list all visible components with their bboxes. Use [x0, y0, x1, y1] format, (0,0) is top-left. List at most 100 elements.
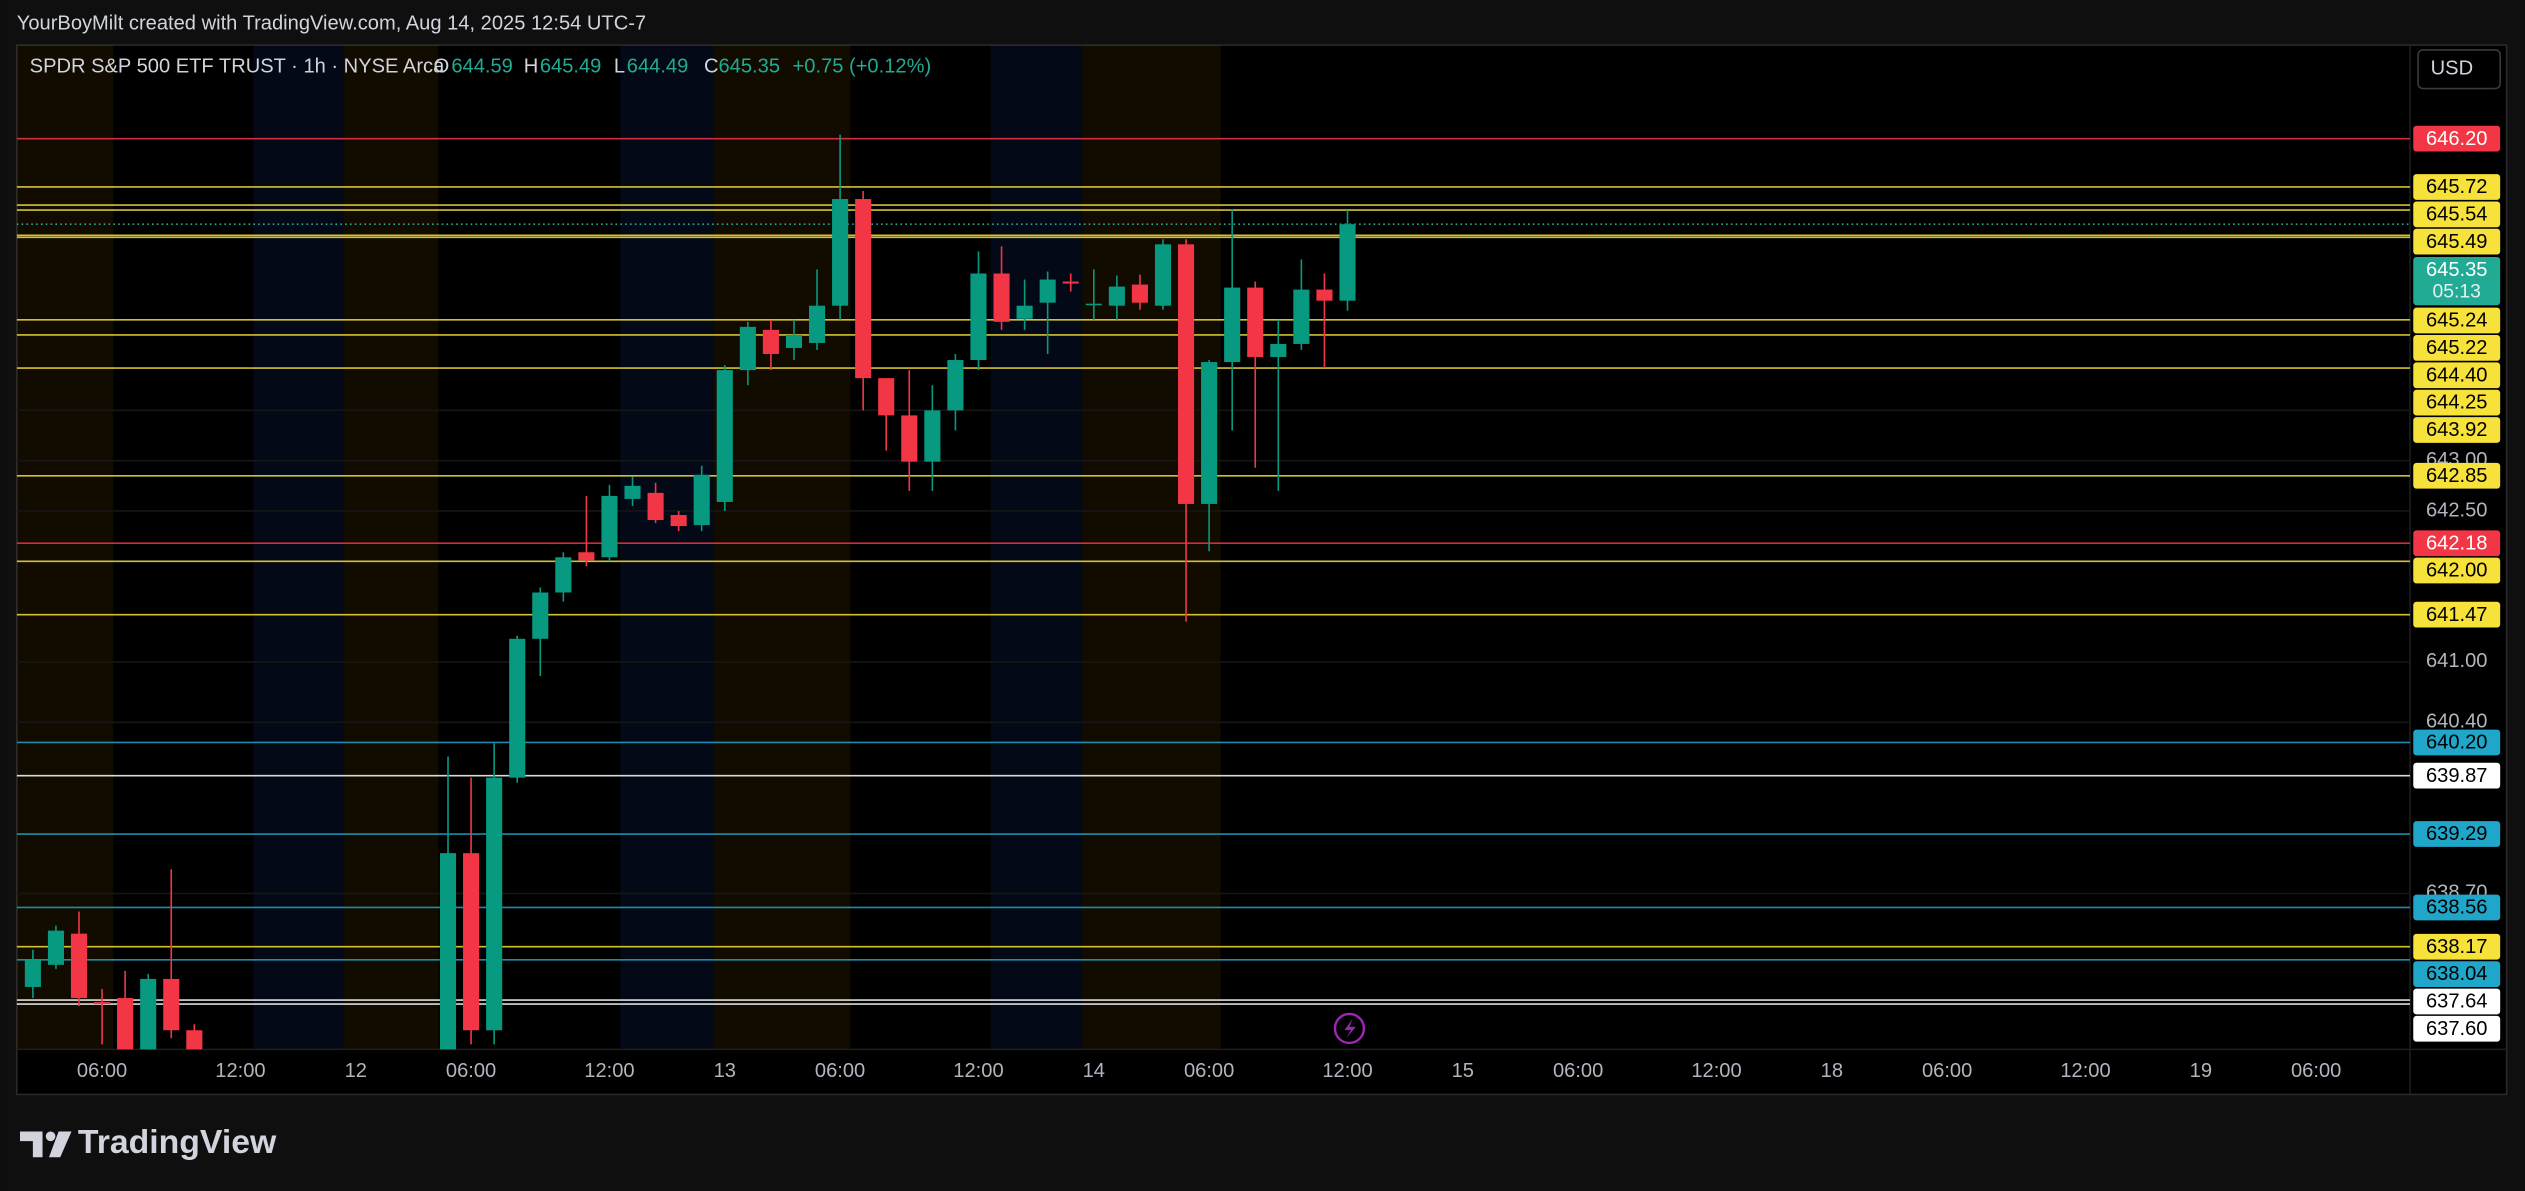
price-tag-label: 638.04 — [2426, 963, 2488, 985]
candle-body — [140, 978, 157, 1050]
price-tag-label: 645.22 — [2426, 337, 2488, 359]
price-tag — [2413, 729, 2501, 756]
candle-body — [762, 329, 779, 355]
ohlc-value: 645.35 — [719, 56, 781, 78]
price-tag-label: 638.56 — [2426, 897, 2488, 919]
price-tag-label: 641.47 — [2426, 604, 2488, 626]
x-tick-label: 06:00 — [815, 1060, 865, 1082]
candle-body — [117, 998, 134, 1050]
candle-body — [693, 474, 710, 526]
price-tag-label: 640.20 — [2426, 732, 2488, 754]
credit: YourBoyMilt created with TradingView.com… — [17, 12, 646, 34]
change: +0.75 (+0.12%) — [793, 56, 932, 78]
alert-circle[interactable] — [1333, 1012, 1366, 1045]
logo-mark — [48, 1131, 72, 1158]
candle-body — [1316, 289, 1333, 301]
price-tag-label: 639.87 — [2426, 765, 2488, 787]
candle-body — [970, 273, 987, 361]
candle-body — [1339, 224, 1356, 301]
last-price-tag — [2413, 256, 2501, 306]
currency-button[interactable] — [2417, 49, 2501, 90]
x-tick-label: 18 — [1821, 1060, 1843, 1082]
candle-body — [1270, 343, 1287, 358]
x-tick-label: 12:00 — [1691, 1060, 1741, 1082]
price-tag — [2413, 307, 2501, 334]
candle-body — [163, 978, 180, 1031]
price-tag-label: 645.49 — [2426, 231, 2488, 253]
candle-body — [70, 933, 88, 999]
ohlc-value: 645.49 — [540, 56, 602, 78]
candle-body — [47, 930, 64, 965]
price-tag — [2413, 362, 2501, 389]
price-tag-label: 642.85 — [2426, 465, 2488, 487]
ohlc-prefix: L — [614, 56, 625, 78]
session-overnight — [253, 45, 344, 1050]
price-tag — [2413, 125, 2501, 152]
candle-body — [439, 853, 457, 1050]
chart-panel — [15, 44, 2508, 1096]
candle-body — [1131, 284, 1148, 303]
alert-bolt[interactable] — [1344, 1018, 1356, 1039]
currency[interactable]: USD — [2431, 58, 2473, 80]
candle-body — [1016, 305, 1033, 319]
candle-body — [1178, 244, 1195, 504]
price-tag-label: 639.29 — [2426, 823, 2488, 845]
candle-body — [1039, 279, 1056, 303]
price-tag — [2413, 557, 2501, 584]
candle-body — [1154, 244, 1172, 306]
logo-text: TradingView — [78, 1123, 277, 1161]
candle-body — [601, 495, 618, 558]
price-tag — [2413, 821, 2501, 847]
price-tag-label: 644.25 — [2426, 392, 2488, 414]
candle-body — [716, 370, 733, 502]
candle-body — [901, 415, 918, 462]
price-tag-label: 645.24 — [2426, 310, 2488, 332]
price-tag-label: 644.40 — [2426, 364, 2488, 386]
x-tick-label: 06:00 — [1922, 1060, 1972, 1082]
candles — [24, 134, 1356, 1050]
session-overnight — [620, 45, 714, 1050]
x-tick-label: 06:00 — [2291, 1060, 2341, 1082]
x-tick-label: 12:00 — [2060, 1060, 2110, 1082]
price-tag — [2413, 174, 2501, 200]
candle-body — [24, 959, 41, 987]
price-tag-label: 642.18 — [2426, 532, 2488, 554]
candle-body — [532, 592, 549, 639]
logo-mark — [19, 1131, 43, 1158]
alert-icon[interactable] — [1333, 1012, 1366, 1045]
ohlc-value: 644.49 — [627, 56, 689, 78]
x-tick-label: 12:00 — [1322, 1060, 1372, 1082]
price-tag — [2413, 228, 2501, 255]
x-tick-label: 13 — [714, 1060, 736, 1082]
legend: SPDR S&P 500 ETF TRUST · 1h · NYSE Arca … — [30, 56, 932, 78]
price-tag — [2413, 961, 2501, 987]
candle-body — [855, 199, 872, 379]
candle-body — [739, 326, 756, 371]
ohlc-prefix: O — [434, 56, 450, 78]
price-tag — [2413, 894, 2501, 921]
price-tag — [2413, 530, 2501, 557]
candle-body — [1201, 362, 1218, 504]
x-tick-label: 19 — [2190, 1060, 2212, 1082]
ohlc-prefix: C — [704, 56, 719, 78]
candle-body — [924, 410, 941, 462]
ohlc-value: 644.59 — [451, 56, 513, 78]
price-tag — [2413, 462, 2501, 489]
last-price-label: 645.35 — [2426, 259, 2488, 281]
symbol-title: SPDR S&P 500 ETF TRUST · 1h · NYSE Arca — [30, 56, 445, 78]
y-tick-label: 641.00 — [2426, 650, 2488, 672]
price-tag-label: 637.60 — [2426, 1018, 2488, 1040]
price-tag-label: 646.20 — [2426, 128, 2488, 150]
candle-body — [1293, 289, 1310, 344]
session-extended — [1082, 45, 1221, 1050]
candle-body — [670, 515, 687, 527]
session-overnight — [990, 45, 1083, 1050]
x-tick-label: 14 — [1083, 1060, 1105, 1082]
session-extended — [16, 45, 114, 1050]
candle-body — [993, 273, 1010, 322]
candle-body — [647, 492, 664, 521]
